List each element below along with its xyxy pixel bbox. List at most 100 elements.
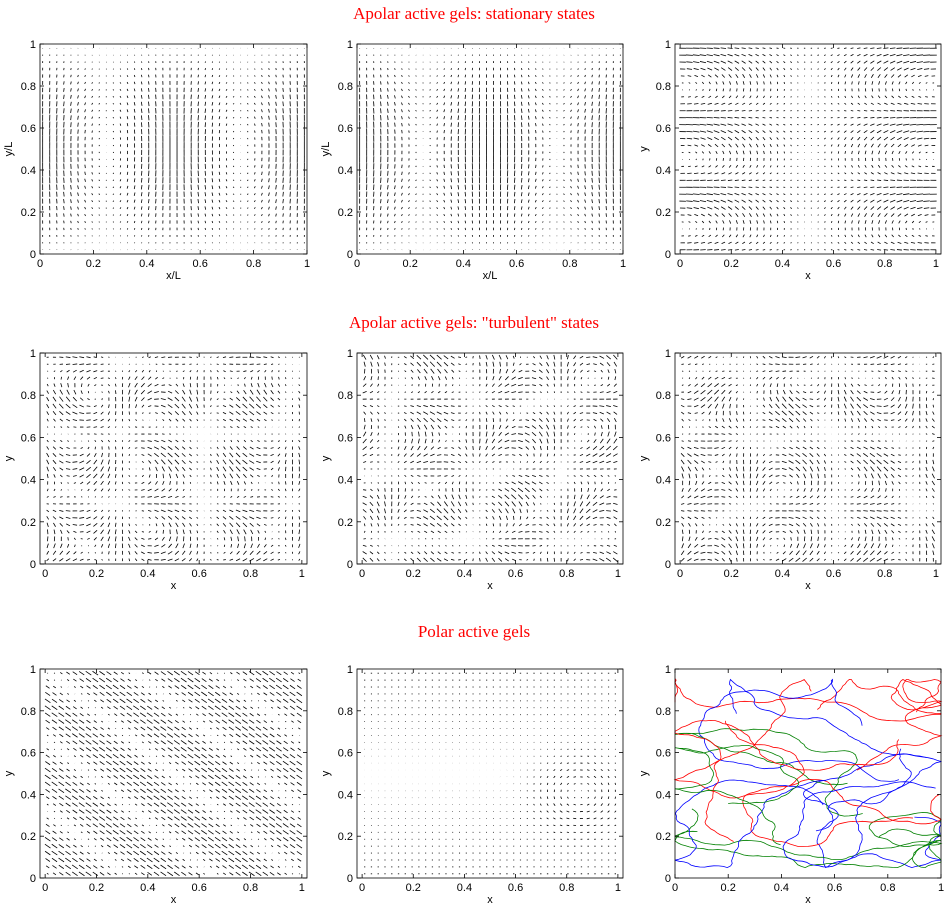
quiver-arrow bbox=[404, 454, 406, 457]
quiver-arrow bbox=[700, 138, 705, 140]
quiver-arrow bbox=[770, 144, 771, 147]
quiver-arrow bbox=[864, 193, 868, 195]
quiver-arrow bbox=[169, 467, 172, 472]
quiver-arrow bbox=[95, 440, 96, 442]
quiver-arrow bbox=[437, 82, 438, 83]
quiver-arrow bbox=[883, 124, 888, 126]
quiver-arrow bbox=[189, 404, 192, 408]
quiver-arrow bbox=[904, 173, 908, 174]
quiver-arrow bbox=[219, 116, 220, 119]
quiver-arrow bbox=[243, 516, 248, 519]
quiver-arrow bbox=[101, 427, 104, 428]
quiver-arrow bbox=[85, 221, 86, 223]
quiver-arrow bbox=[845, 165, 846, 167]
quiver-arrow bbox=[271, 448, 274, 449]
quiver-arrow bbox=[578, 116, 579, 119]
quiver-arrow bbox=[543, 229, 544, 230]
quiver-arrow bbox=[877, 61, 881, 64]
quiver-arrow bbox=[182, 397, 185, 402]
quiver-arrow bbox=[898, 214, 901, 217]
quiver-arrow bbox=[783, 55, 785, 56]
quiver-arrow bbox=[564, 173, 565, 174]
quiver-arrow bbox=[686, 131, 692, 132]
quiver-arrow bbox=[85, 102, 86, 105]
x-axis-label: x/L bbox=[483, 270, 498, 282]
quiver-arrow bbox=[430, 103, 431, 104]
quiver-arrow bbox=[78, 192, 79, 195]
quiver-arrow bbox=[756, 130, 759, 132]
quiver-arrow bbox=[763, 180, 765, 181]
quiver-arrow bbox=[230, 552, 232, 554]
quiver-arrow bbox=[370, 384, 372, 387]
quiver-arrow bbox=[226, 110, 227, 112]
quiver-arrow bbox=[784, 214, 785, 216]
quiver-arrow bbox=[113, 76, 114, 77]
quiver-arrow bbox=[416, 166, 417, 167]
quiver-arrow bbox=[285, 517, 286, 519]
quiver-arrow bbox=[74, 377, 76, 380]
x-tick-label: 0.8 bbox=[246, 258, 261, 270]
quiver-arrow bbox=[723, 220, 724, 223]
quiver-arrow bbox=[844, 242, 846, 243]
quiver-arrow bbox=[409, 82, 410, 83]
quiver-arrow bbox=[66, 559, 70, 561]
quiver-arrow bbox=[142, 405, 144, 407]
quiver-arrow bbox=[858, 207, 861, 210]
quiver-arrow bbox=[385, 462, 386, 463]
quiver-arrow bbox=[388, 115, 389, 120]
quiver-arrow bbox=[154, 496, 159, 497]
quiver-arrow bbox=[749, 207, 752, 210]
quiver-arrow bbox=[47, 391, 49, 394]
quiver-arrow bbox=[784, 68, 785, 70]
quiver-arrow bbox=[197, 551, 198, 554]
quiver-arrow bbox=[257, 475, 259, 476]
quiver-arrow bbox=[64, 81, 65, 84]
quiver-arrow bbox=[226, 124, 227, 126]
quiver-arrow bbox=[60, 475, 62, 477]
quiver-arrow bbox=[912, 221, 914, 223]
quiver-arrow bbox=[417, 454, 421, 457]
quiver-arrow bbox=[549, 90, 550, 91]
quiver-arrow bbox=[521, 214, 522, 217]
quiver-arrow bbox=[845, 214, 846, 217]
quiver-arrow bbox=[377, 495, 379, 499]
quiver-arrow bbox=[149, 370, 150, 372]
quiver-arrow bbox=[919, 235, 921, 236]
quiver-arrow bbox=[210, 405, 211, 407]
quiver-arrow bbox=[884, 68, 888, 71]
quiver-arrow bbox=[381, 95, 382, 99]
quiver-arrow bbox=[884, 103, 887, 104]
quiver-arrow bbox=[80, 370, 84, 372]
quiver-arrow bbox=[149, 467, 150, 470]
quiver-arrow bbox=[911, 103, 915, 104]
quiver-arrow bbox=[716, 235, 718, 237]
section-title-turbulent: Apolar active gels: "turbulent" states bbox=[0, 313, 948, 333]
quiver-arrow bbox=[891, 144, 894, 147]
quiver-arrow bbox=[243, 453, 247, 457]
quiver-arrow bbox=[115, 377, 116, 379]
quiver-arrow bbox=[92, 110, 93, 112]
quiver-arrow bbox=[190, 419, 192, 421]
quiver-arrow bbox=[430, 117, 431, 118]
quiver-arrow bbox=[404, 502, 406, 505]
quiver-arrow bbox=[716, 89, 717, 91]
quiver-arrow bbox=[299, 537, 300, 541]
quiver-arrow bbox=[66, 517, 71, 518]
quiver-arrow bbox=[95, 545, 96, 547]
quiver-arrow bbox=[61, 427, 62, 428]
quiver-arrow bbox=[542, 200, 543, 202]
quiver-arrow bbox=[264, 419, 266, 420]
quiver-arrow bbox=[571, 117, 572, 119]
quiver-arrow bbox=[245, 536, 246, 541]
quiver-arrow bbox=[170, 481, 171, 485]
quiver-arrow bbox=[883, 54, 888, 56]
quiver-arrow bbox=[384, 406, 385, 407]
quiver-arrow bbox=[247, 76, 248, 77]
quiver-arrow bbox=[844, 200, 846, 202]
quiver-arrow bbox=[134, 200, 135, 203]
x-tick-label: 0 bbox=[42, 568, 48, 580]
quiver-arrow bbox=[198, 213, 199, 216]
quiver-arrow bbox=[404, 517, 406, 518]
quiver-arrow bbox=[47, 460, 49, 464]
